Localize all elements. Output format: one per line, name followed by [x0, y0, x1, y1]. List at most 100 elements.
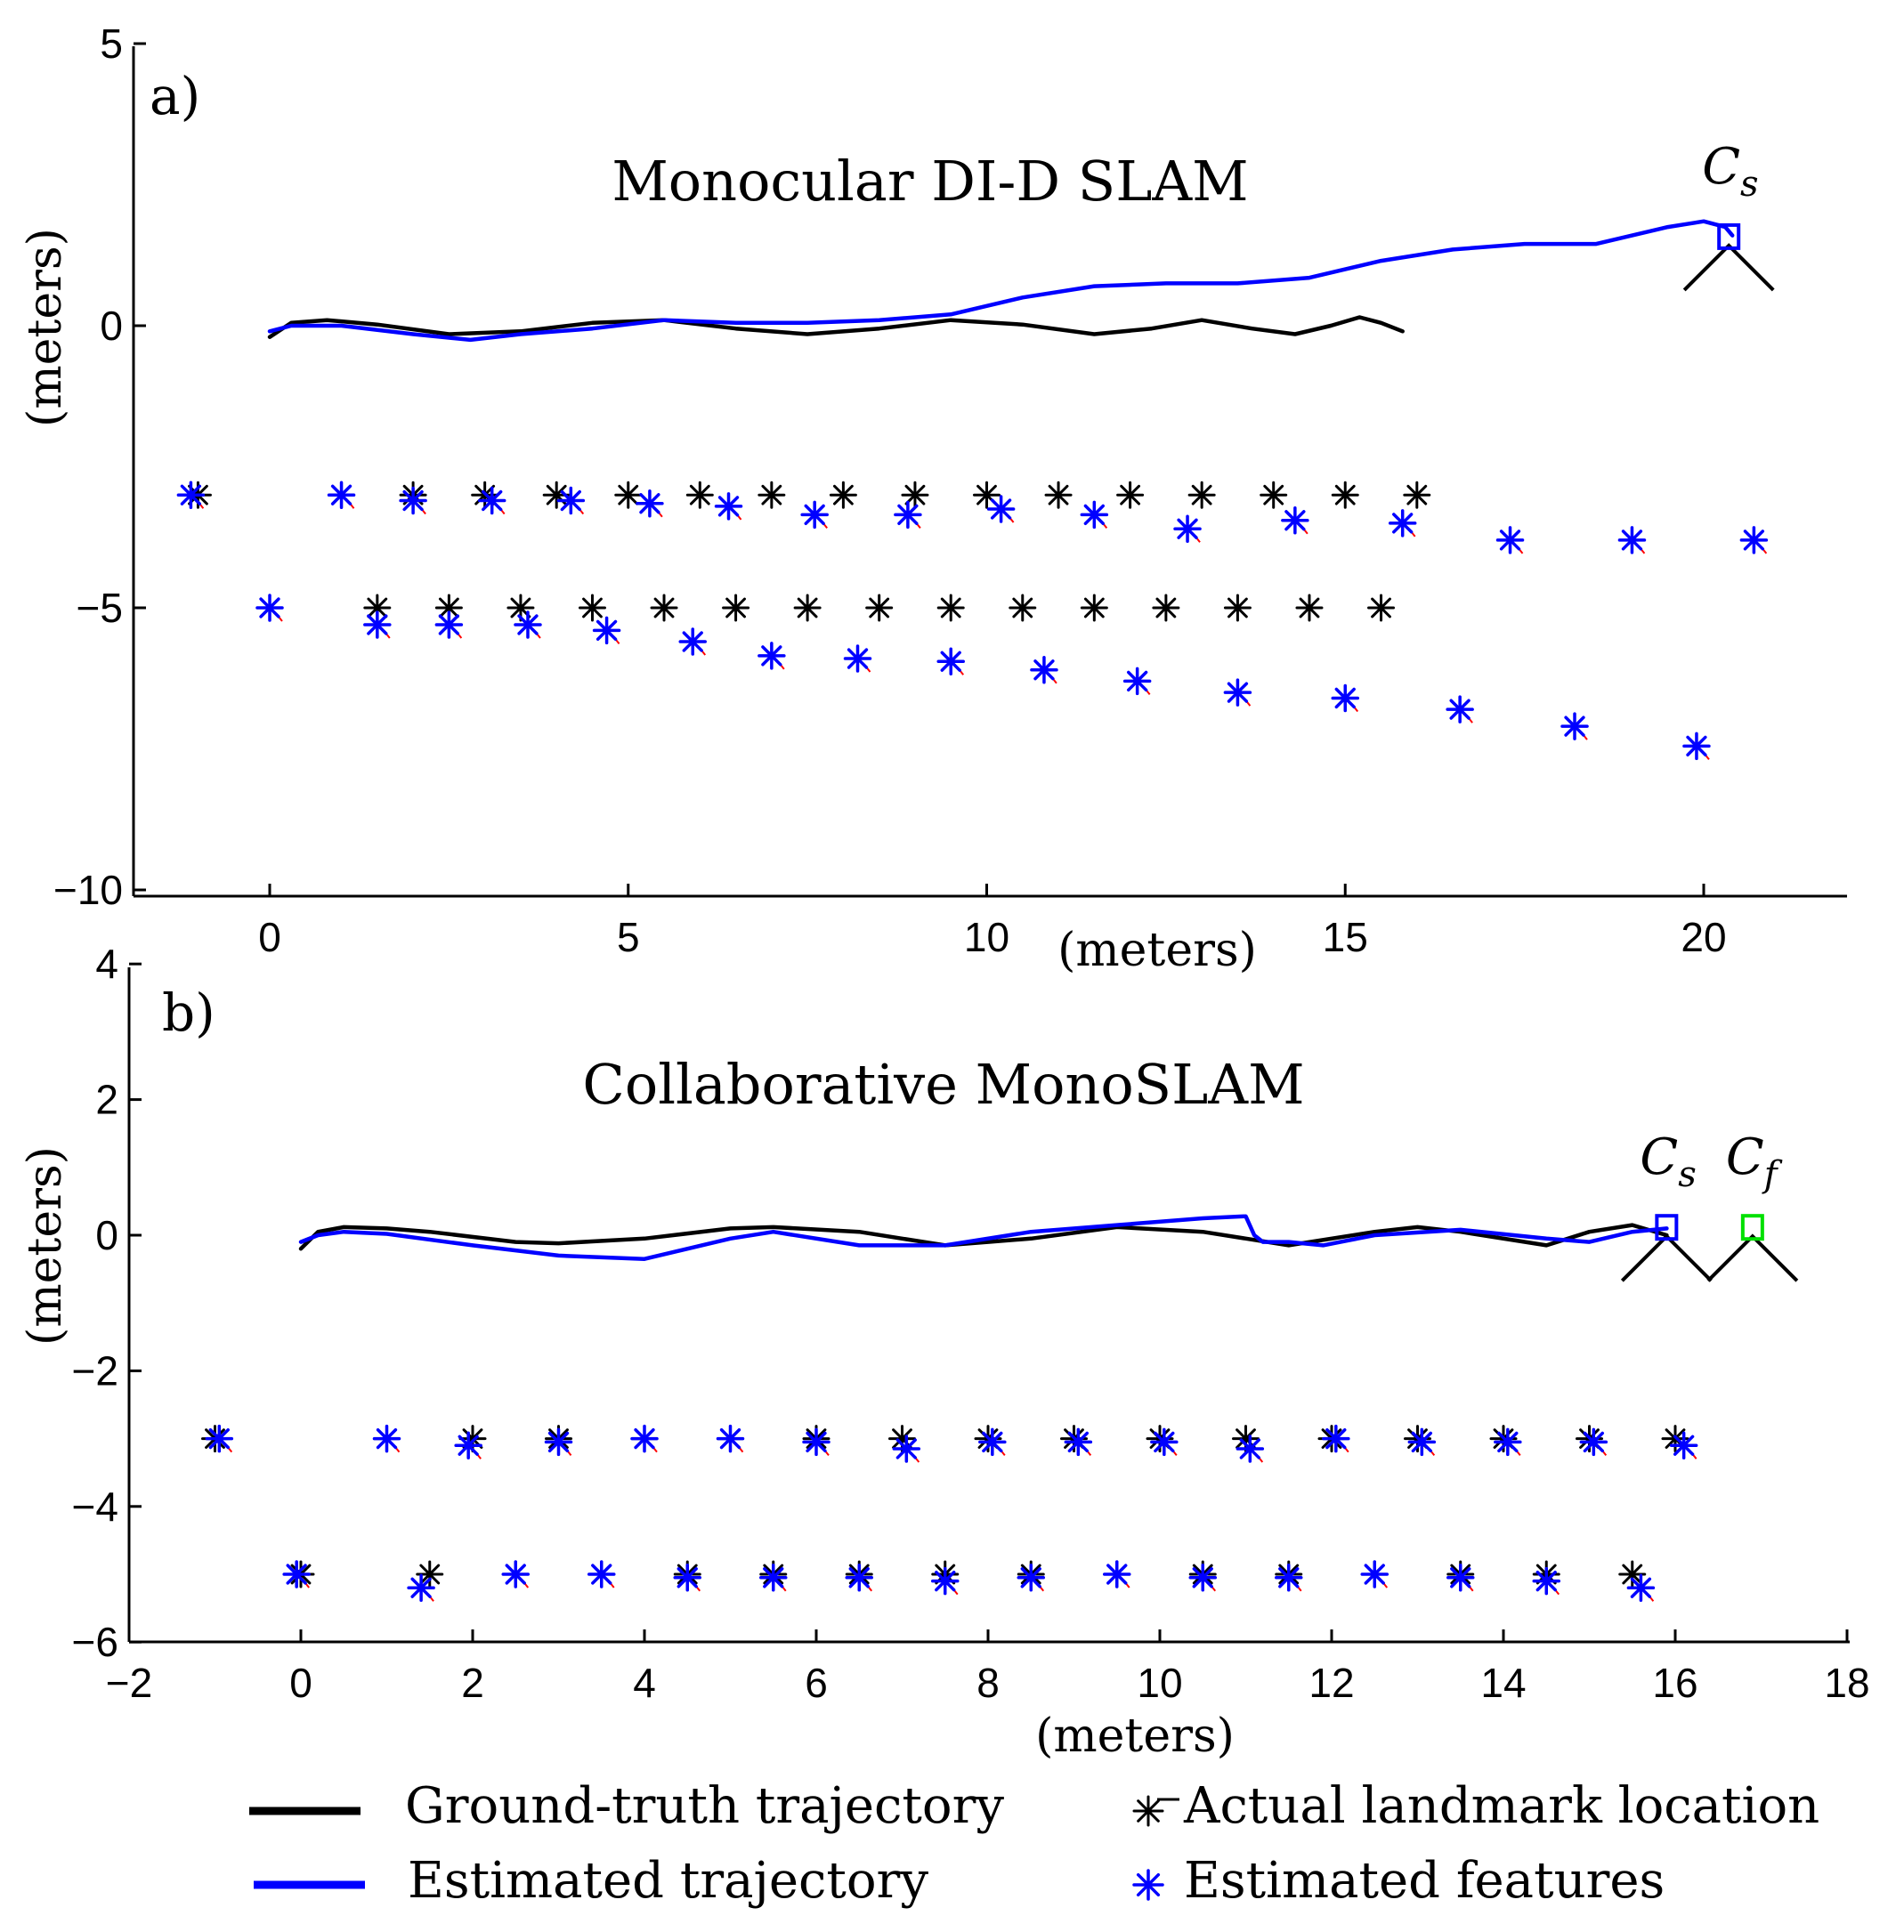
camera-label-subscript: s: [1740, 164, 1759, 205]
panel-a-x-tick-label: 5: [617, 914, 640, 960]
panel-b-y-tick-label: 2: [95, 1077, 118, 1123]
panel-b-trajectories: [298, 1214, 1669, 1261]
panel-a-trajectories: [267, 219, 1735, 343]
panel-a-estimated-feature-marker: [1495, 526, 1525, 554]
panel-b-landmarks: [201, 1424, 1698, 1602]
panel-b-estimated-feature-marker: [1532, 1566, 1560, 1596]
panel-a-estimated-feature-marker: [255, 594, 284, 622]
panel-b-actual-landmark-marker: [1232, 1425, 1260, 1453]
camera-center-marker: [1740, 1214, 1764, 1241]
panel-a-actual-landmark-marker: [1044, 481, 1073, 509]
panel-b-estimated-feature-marker: [1188, 1564, 1217, 1592]
panel-a-y-tick-label: −5: [77, 585, 123, 631]
panel-b-estimated-feature-marker: [1579, 1427, 1608, 1457]
camera-frustum: [1682, 243, 1775, 292]
panel-a-estimated-feature-marker: [1388, 509, 1417, 538]
legend-label-ground-truth: Ground-truth trajectory: [405, 1777, 1004, 1835]
panel-a-actual-landmark-marker: [829, 481, 857, 509]
panel-a-y-ticks: −10 −5 0 5: [53, 20, 146, 913]
legend-label-estimated-trajectory: Estimated trajectory: [408, 1852, 928, 1910]
panel-b-estimated-feature-marker: [501, 1560, 530, 1588]
panel-a-actual-landmark-marker: [722, 594, 750, 622]
panel-b-x-tick-label: 6: [805, 1660, 828, 1706]
camera-frustum: [1620, 1233, 1713, 1282]
panel-b-estimated-feature-marker: [205, 1424, 234, 1453]
panel-a-estimated-feature-marker: [1682, 732, 1711, 761]
panel-a-estimated-feature-marker: [678, 627, 707, 656]
panel-b-title: Collaborative MonoSLAM: [582, 1052, 1304, 1117]
panel-a-estimated-trajectory-line: [267, 219, 1735, 343]
panel-b-estimated-feature-marker: [1150, 1427, 1179, 1457]
panel-a-actual-landmark-marker: [685, 481, 714, 509]
camera-frustum: [1706, 1233, 1799, 1282]
panel-b-y-tick-label: 4: [95, 941, 118, 987]
panel-a-actual-landmark-marker: [1223, 594, 1252, 622]
panel-a-estimated-feature-marker: [1173, 514, 1202, 543]
panel-a-x-tick-label: 10: [964, 914, 1009, 960]
panel-b-estimated-feature-marker: [1407, 1427, 1437, 1457]
panel-a-actual-landmark-marker: [1116, 481, 1145, 509]
panel-a-estimated-feature-marker: [1122, 667, 1152, 696]
panel-a-estimated-feature-marker: [1080, 500, 1109, 529]
panel-a-actual-landmark-marker: [363, 594, 392, 622]
panel-a-actual-landmark-marker: [578, 594, 606, 622]
panel-b-actual-landmark-marker: [416, 1560, 444, 1588]
panel-b-x-tick-label: 10: [1137, 1660, 1182, 1706]
panel-a-estimated-feature-marker: [514, 610, 542, 639]
panel-b-estimated-feature-marker: [716, 1424, 745, 1453]
panel-b-estimated-feature-marker: [845, 1564, 873, 1592]
panel-b-x-tick-label: 14: [1480, 1660, 1526, 1706]
legend-star-blue: [1132, 1869, 1164, 1901]
panel-a-actual-landmark-marker: [865, 594, 894, 622]
legend-item-ground-truth: Ground-truth trajectory: [249, 1777, 1004, 1835]
panel-b-x-tick-label: 0: [289, 1660, 312, 1706]
panel-a-x-tick-label: 20: [1681, 914, 1726, 960]
panel-b-estimated-trajectory-line: [298, 1214, 1669, 1261]
panel-a-estimated-feature-marker: [556, 486, 586, 515]
panel-a-estimated-feature-marker: [399, 486, 427, 515]
panel-b-estimated-feature-marker: [1626, 1573, 1656, 1602]
panel-a-axes: [132, 46, 1847, 898]
panel-a-estimated-feature-marker: [1739, 526, 1769, 554]
panel-a-actual-landmark-marker: [1009, 594, 1037, 622]
camera-label: Cf: [1726, 1128, 1783, 1195]
panel-b-x-tick-label: 12: [1308, 1660, 1354, 1706]
panel-a-estimated-feature-marker: [758, 642, 786, 670]
panel-b-estimated-feature-marker: [1236, 1435, 1265, 1463]
panel-b-estimated-feature-marker: [282, 1560, 311, 1588]
panel-b-actual-landmark-marker: [1618, 1560, 1647, 1588]
panel-b-x-tick-label: 2: [461, 1660, 484, 1706]
panel-a-actual-landmark-marker: [936, 594, 965, 622]
legend-star-black: [1132, 1795, 1164, 1827]
panel-b-estimated-feature-marker: [544, 1427, 573, 1457]
panel-b-x-label: (meters): [1035, 1710, 1235, 1763]
panel-a-actual-landmark-marker: [1367, 594, 1396, 622]
panel-b-cameras: Cs Cf: [1620, 1128, 1799, 1282]
panel-b-x-tick-label: 8: [976, 1660, 1000, 1706]
panel-a-estimated-feature-marker: [800, 500, 829, 529]
panel-b-x-tick-label: 18: [1824, 1660, 1869, 1706]
panel-b-estimated-feature-marker: [454, 1431, 482, 1459]
panel-a-estimated-feature-marker: [1331, 683, 1359, 713]
panel-b-estimated-feature-marker: [892, 1435, 921, 1463]
panel-a-y-tick-label: 5: [100, 20, 123, 67]
panel-a-estimated-feature-marker: [477, 486, 506, 515]
panel-a-estimated-feature-marker: [843, 644, 872, 673]
legend-label-estimated-features: Estimated features: [1184, 1852, 1665, 1910]
panel-a-y-tick-label: −10: [53, 867, 123, 913]
panel-b-estimated-feature-marker: [931, 1566, 960, 1596]
panel-a-actual-landmark-marker: [650, 594, 678, 622]
panel-a-x-tick-label: 15: [1323, 914, 1368, 960]
panel-b-y-label: (meters): [19, 1146, 72, 1346]
camera-label-subscript: s: [1678, 1154, 1697, 1195]
panel-a-estimated-feature-marker: [1281, 505, 1309, 535]
camera-label-subscript: f: [1762, 1154, 1783, 1195]
panel-a-estimated-feature-marker: [1446, 695, 1474, 723]
legend-swatch-actual-landmark: [1132, 1795, 1164, 1827]
panel-a-camera-s: Cs: [1682, 138, 1775, 292]
panel-b-estimated-feature-marker: [802, 1427, 830, 1457]
panel-a-estimated-feature-marker: [363, 610, 392, 639]
panel-a-x-label: (meters): [1057, 924, 1257, 977]
panel-a-actual-landmark-marker: [614, 481, 643, 509]
